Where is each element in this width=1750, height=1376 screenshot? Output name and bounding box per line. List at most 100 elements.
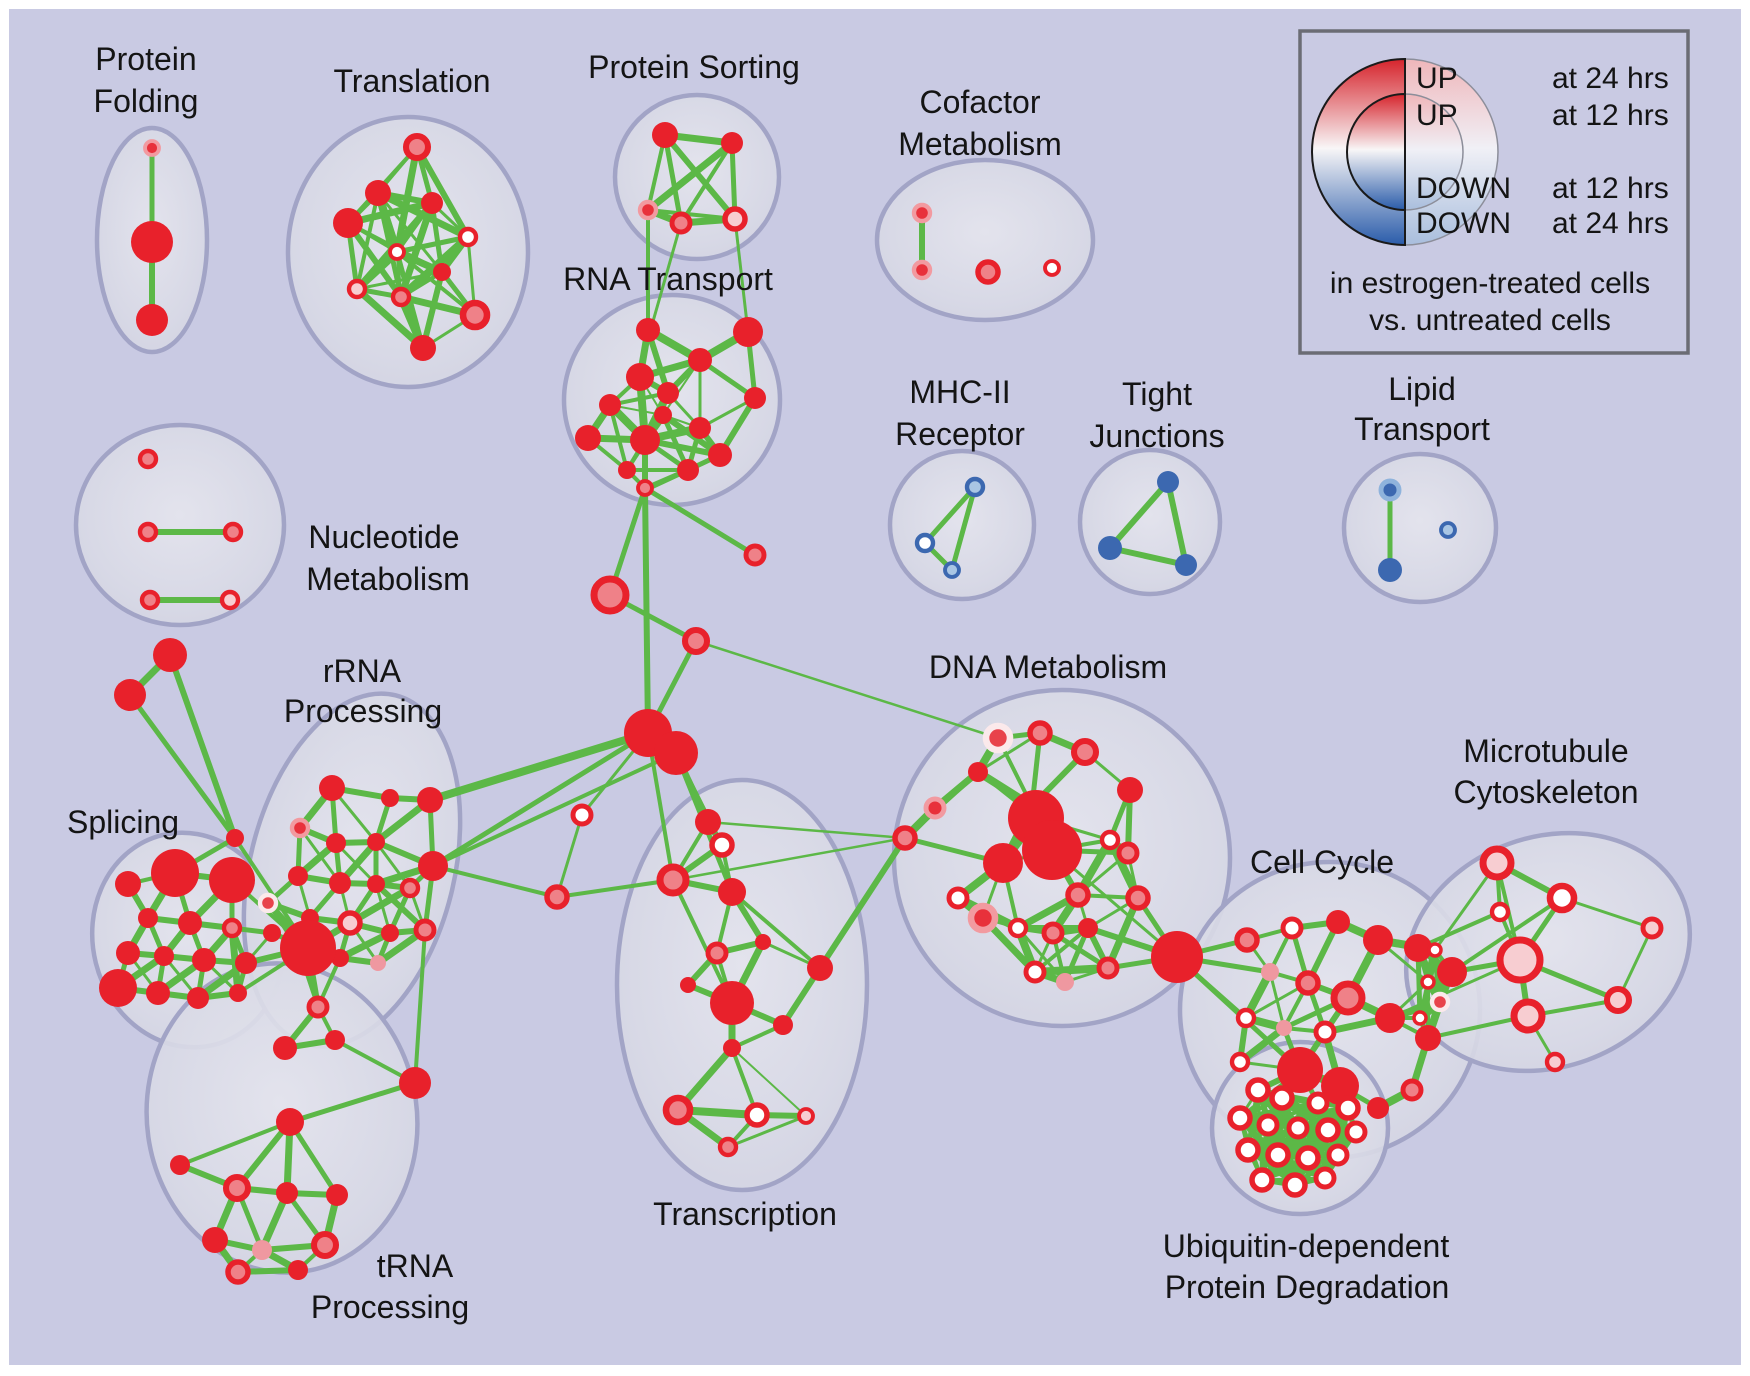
- node-ubiquitin-degradation: [1282, 1172, 1308, 1198]
- node-cell-cycle: [1295, 970, 1321, 996]
- cluster-label-translation: Translation: [333, 63, 490, 99]
- node-trna-processing: [225, 1259, 251, 1285]
- cluster-label-trna-processing: tRNA: [377, 1248, 454, 1284]
- node-ubiquitin-degradation: [1256, 1113, 1280, 1137]
- node-dna-metabolism: [1007, 917, 1029, 939]
- node-cell-cycle: [1415, 1025, 1441, 1051]
- node-nucleotide-metabolism: [222, 521, 244, 543]
- edge: [353, 285, 427, 352]
- node-splicing: [151, 849, 199, 897]
- node-cofactor-metabolism: [1043, 259, 1061, 277]
- node-rrna-processing: [288, 866, 308, 886]
- edge: [679, 141, 734, 225]
- node-rna-transport: [618, 461, 636, 479]
- node-rna-transport: [654, 406, 672, 424]
- edge: [949, 484, 978, 573]
- node-transcription: [656, 863, 690, 897]
- node-splicing: [229, 984, 247, 1002]
- node-cell-cycle: [1363, 925, 1393, 955]
- node-splicing: [209, 857, 255, 903]
- node-lipid-transport: [1378, 558, 1402, 582]
- node-protein-sorting: [669, 211, 693, 235]
- node-cell-cycle: [1280, 916, 1304, 940]
- node-bridge: [114, 679, 146, 711]
- node-splicing: [187, 987, 209, 1009]
- edge: [430, 730, 651, 869]
- edge: [671, 836, 907, 882]
- cluster-label-nucleotide-metabolism: Metabolism: [306, 561, 470, 597]
- node-protein-folding: [136, 304, 168, 336]
- node-translation: [333, 208, 363, 238]
- node-trna-processing: [306, 995, 330, 1019]
- node-splicing: [192, 948, 216, 972]
- cluster-region-tight-junctions: [1077, 447, 1223, 597]
- edge: [1107, 479, 1171, 551]
- node-dna-metabolism: [946, 886, 970, 910]
- node-rna-transport: [688, 348, 712, 372]
- node-cell-cycle: [1276, 1020, 1292, 1036]
- node-rrna-processing: [329, 872, 351, 894]
- node-splicing: [154, 946, 174, 966]
- node-rrna-processing: [381, 924, 399, 942]
- edge: [555, 813, 584, 899]
- node-cell-cycle: [1375, 1003, 1405, 1033]
- node-dna-metabolism: [1065, 882, 1091, 908]
- node-dna-metabolism: [1070, 737, 1100, 767]
- node-bridge: [590, 575, 630, 615]
- node-cell-cycle: [1429, 991, 1451, 1013]
- node-lipid-transport: [1439, 521, 1457, 539]
- node-translation: [346, 278, 368, 300]
- node-cell-cycle: [1326, 910, 1350, 934]
- node-bridge: [153, 638, 187, 672]
- node-nucleotide-metabolism: [137, 521, 159, 543]
- node-ubiquitin-degradation: [1335, 1095, 1361, 1121]
- node-dna-metabolism: [1023, 960, 1047, 984]
- node-ubiquitin-degradation: [1344, 1120, 1368, 1144]
- node-bridge: [226, 829, 244, 847]
- node-cell-cycle: [1330, 980, 1366, 1016]
- node-dna-metabolism: [1041, 921, 1065, 945]
- node-trna-processing: [273, 1036, 297, 1060]
- node-rrna-processing: [326, 833, 346, 853]
- legend-caption-line2: vs. untreated cells: [1369, 304, 1611, 337]
- cluster-label-protein-folding: Folding: [94, 83, 199, 119]
- edge: [733, 217, 750, 334]
- node-trna-processing: [276, 1108, 304, 1136]
- node-dna-metabolism: [1117, 777, 1143, 803]
- node-transcription: [695, 809, 721, 835]
- node-cell-cycle: [1234, 927, 1260, 953]
- node-cell-cycle: [1277, 1047, 1323, 1093]
- edge: [420, 269, 445, 351]
- node-splicing: [115, 871, 141, 897]
- legend-dir-down-24: DOWN: [1416, 207, 1511, 240]
- node-ubiquitin-degradation: [1326, 1143, 1350, 1167]
- edge: [644, 139, 736, 214]
- node-translation: [390, 286, 412, 308]
- node-transcription: [709, 832, 735, 858]
- node-mhc-ii-receptor: [943, 561, 961, 579]
- edge: [413, 928, 427, 1085]
- node-ubiquitin-degradation: [1286, 1116, 1310, 1140]
- node-nucleotide-metabolism: [137, 448, 159, 470]
- node-transcription: [710, 981, 754, 1025]
- node-cell-cycle: [1412, 1010, 1428, 1026]
- node-splicing: [221, 917, 243, 939]
- edge: [662, 132, 738, 222]
- edge: [555, 878, 675, 899]
- edge: [355, 270, 444, 291]
- node-trna-processing: [325, 1030, 345, 1050]
- node-trna-processing: [288, 1260, 308, 1280]
- node-rna-transport: [677, 459, 699, 481]
- node-trna-processing: [276, 1182, 298, 1204]
- node-nucleotide-metabolism: [219, 589, 241, 611]
- node-ubiquitin-degradation: [1295, 1145, 1321, 1171]
- edge: [671, 878, 734, 1005]
- edge: [642, 485, 758, 558]
- cluster-label-splicing: Splicing: [67, 804, 179, 840]
- node-rna-transport: [636, 318, 660, 342]
- node-dna-metabolism: [1096, 956, 1120, 980]
- node-microtubule-cytoskeleton: [1603, 985, 1633, 1015]
- legend-time-12down: at 12 hrs: [1552, 172, 1669, 205]
- node-transcription: [773, 1015, 793, 1035]
- cluster-label-rrna-processing: Processing: [284, 693, 442, 729]
